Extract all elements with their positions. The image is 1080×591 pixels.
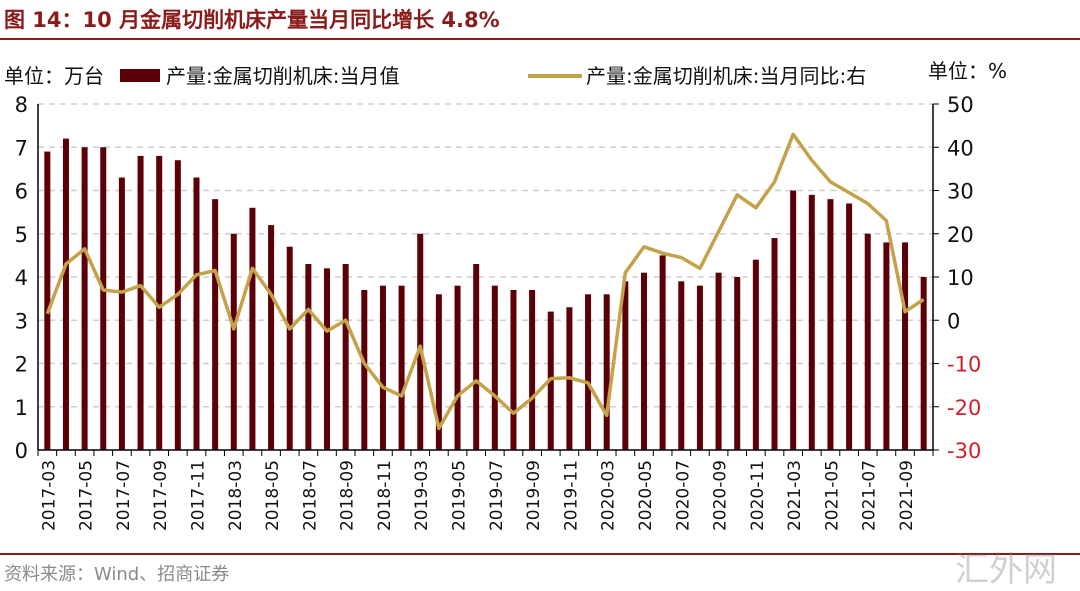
x-tick-label: 2021-03 bbox=[785, 460, 805, 531]
bar-2020-08 bbox=[697, 286, 703, 450]
x-tick-label: 2017-03 bbox=[39, 460, 59, 531]
bar-2017-03 bbox=[44, 152, 50, 450]
legend-line-label: 产量:金属切削机床:当月同比:右 bbox=[586, 64, 866, 88]
bar-2021-06 bbox=[846, 203, 852, 450]
x-tick-label: 2020-05 bbox=[636, 460, 656, 531]
x-tick-label: 2017-09 bbox=[151, 460, 171, 531]
bar-2018-07 bbox=[305, 264, 311, 450]
right-tick-label: 20 bbox=[947, 223, 974, 247]
left-tick-label: 2 bbox=[15, 353, 28, 377]
x-tick-label: 2018-03 bbox=[226, 460, 246, 531]
right-tick-label: -30 bbox=[947, 439, 981, 463]
x-tick-label: 2018-11 bbox=[375, 460, 395, 531]
bar-2019-12 bbox=[585, 294, 591, 450]
bar-2021-10 bbox=[921, 277, 927, 450]
bar-2019-07 bbox=[492, 286, 498, 450]
x-tick-label: 2019-09 bbox=[524, 460, 544, 531]
bar-2017-05 bbox=[82, 147, 88, 450]
bar-2019-08 bbox=[510, 290, 516, 450]
bar-2021-05 bbox=[827, 199, 833, 450]
bar-2020-09 bbox=[716, 273, 722, 450]
right-tick-label: 0 bbox=[947, 309, 960, 333]
bar-2018-05 bbox=[268, 225, 274, 450]
bar-2018-10 bbox=[361, 290, 367, 450]
bar-2020-04 bbox=[622, 281, 628, 450]
x-tick-label: 2018-05 bbox=[263, 460, 283, 531]
x-tick-label: 2020-09 bbox=[711, 460, 731, 531]
bar-2017-06 bbox=[100, 147, 106, 450]
right-tick-label: 10 bbox=[947, 266, 974, 290]
left-tick-label: 3 bbox=[15, 309, 28, 333]
bar-2018-08 bbox=[324, 268, 330, 450]
bar-2020-06 bbox=[660, 255, 666, 450]
left-tick-label: 8 bbox=[15, 93, 28, 117]
bar-2019-03 bbox=[417, 234, 423, 450]
bar-2021-08 bbox=[883, 242, 889, 450]
x-tick-label: 2020-07 bbox=[673, 460, 693, 531]
x-tick-label: 2017-05 bbox=[77, 460, 97, 531]
right-tick-label: 50 bbox=[947, 93, 974, 117]
x-tick-label: 2019-05 bbox=[450, 460, 470, 531]
bar-2021-09 bbox=[902, 242, 908, 450]
x-tick-label: 2019-11 bbox=[561, 460, 581, 531]
bar-2018-04 bbox=[249, 208, 255, 450]
bar-2017-11 bbox=[193, 178, 199, 450]
left-tick-label: 0 bbox=[15, 439, 28, 463]
bar-2020-03 bbox=[604, 294, 610, 450]
x-tick-label: 2020-11 bbox=[748, 460, 768, 531]
bar-2020-07 bbox=[678, 281, 684, 450]
x-tick-label: 2021-09 bbox=[897, 460, 917, 531]
bar-2020-12 bbox=[772, 238, 778, 450]
bar-2021-07 bbox=[865, 234, 871, 450]
left-tick-label: 7 bbox=[15, 136, 28, 160]
bar-2021-03 bbox=[790, 191, 796, 451]
bar-2017-12 bbox=[212, 199, 218, 450]
right-tick-label: -10 bbox=[947, 353, 981, 377]
right-tick-label: 40 bbox=[947, 136, 974, 160]
watermark-logo: 汇外网 bbox=[955, 542, 1057, 591]
left-tick-label: 5 bbox=[15, 223, 28, 247]
bar-2018-06 bbox=[287, 247, 293, 450]
x-tick-label: 2019-07 bbox=[487, 460, 507, 531]
bar-2019-05 bbox=[455, 286, 461, 450]
bar-2018-03 bbox=[231, 234, 237, 450]
x-tick-label: 2019-03 bbox=[412, 460, 432, 531]
x-tick-label: 2017-07 bbox=[114, 460, 134, 531]
bar-2020-10 bbox=[734, 277, 740, 450]
bar-2019-09 bbox=[529, 290, 535, 450]
bar-2017-08 bbox=[138, 156, 144, 450]
bar-2017-07 bbox=[119, 178, 125, 450]
footer-divider bbox=[0, 553, 1080, 555]
x-tick-label: 2021-05 bbox=[822, 460, 842, 531]
x-tick-label: 2021-07 bbox=[860, 460, 880, 531]
bar-2020-05 bbox=[641, 273, 647, 450]
bar-2017-10 bbox=[175, 160, 181, 450]
bar-2018-12 bbox=[399, 286, 405, 450]
right-unit-label: 单位：% bbox=[928, 59, 1007, 83]
left-tick-label: 6 bbox=[15, 180, 28, 204]
x-tick-label: 2017-11 bbox=[188, 460, 208, 531]
bar-2018-09 bbox=[343, 264, 349, 450]
left-tick-label: 4 bbox=[15, 266, 28, 290]
left-tick-label: 1 bbox=[15, 396, 28, 420]
bar-2020-11 bbox=[753, 260, 759, 450]
x-tick-label: 2020-03 bbox=[599, 460, 619, 531]
legend-bar-label: 产量:金属切削机床:当月值 bbox=[166, 64, 399, 88]
left-unit-label: 单位：万台 bbox=[4, 64, 104, 88]
right-tick-label: -20 bbox=[947, 396, 981, 420]
x-tick-label: 2018-09 bbox=[338, 460, 358, 531]
bar-2019-06 bbox=[473, 264, 479, 450]
source-note: 资料来源：Wind、招商证券 bbox=[4, 560, 229, 586]
legend-bar-swatch bbox=[120, 69, 160, 82]
bar-2021-04 bbox=[809, 195, 815, 450]
x-tick-label: 2018-07 bbox=[300, 460, 320, 531]
bar-2017-04 bbox=[63, 139, 69, 450]
right-tick-label: 30 bbox=[947, 180, 974, 204]
bar-2018-11 bbox=[380, 286, 386, 450]
